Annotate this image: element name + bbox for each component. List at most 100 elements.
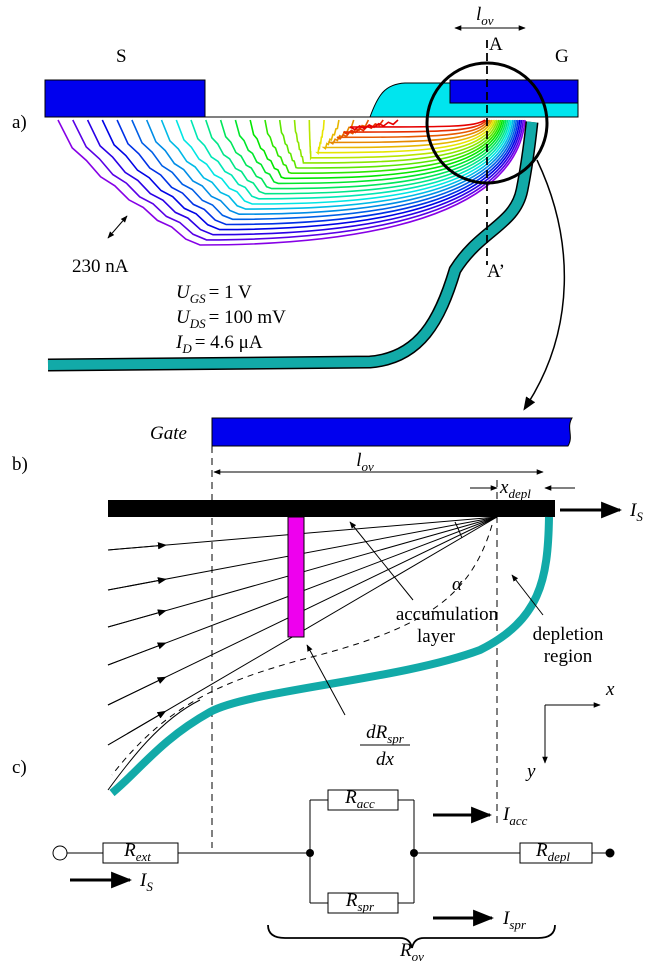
current-contour <box>315 119 495 155</box>
overlap-label: lov <box>356 450 374 474</box>
node <box>306 849 314 857</box>
symbol: I <box>502 804 511 825</box>
subscript: acc <box>509 813 527 828</box>
terminal <box>605 848 615 858</box>
current-contour <box>190 119 511 200</box>
symbol: R <box>345 890 358 911</box>
subscript: D <box>181 341 192 356</box>
current-contour <box>205 119 509 195</box>
brace <box>267 924 556 949</box>
step-arrow <box>107 215 128 239</box>
condition-value: = 100 mV <box>209 307 286 328</box>
condition: UGS = 1 V <box>176 282 252 306</box>
gate-contact <box>211 417 573 447</box>
symbol: I <box>139 870 148 891</box>
symbol: I <box>502 908 511 929</box>
current-contour <box>249 119 504 180</box>
resistor <box>327 789 399 811</box>
resistor-label: Rext <box>123 840 151 864</box>
annotation: region <box>544 646 593 667</box>
current-contour <box>57 119 526 246</box>
angle-arc <box>454 521 463 539</box>
symbol: U <box>176 307 191 328</box>
current-label: Ispr <box>502 908 527 932</box>
zoom-circle <box>425 61 549 185</box>
terminal <box>52 845 68 861</box>
source-current: IS <box>629 500 643 524</box>
subscript: S <box>636 509 643 524</box>
current-contour <box>72 119 525 241</box>
accumulation-boundary <box>111 524 493 776</box>
annotation-arrow <box>349 521 414 601</box>
panel-label: b) <box>12 454 28 475</box>
subscript: S <box>146 879 153 894</box>
depletion-width: xdepl <box>499 477 531 501</box>
resistor <box>519 842 593 864</box>
source-contact <box>44 79 206 118</box>
ray-arrow <box>107 542 167 551</box>
axis-y-label: y <box>525 761 536 782</box>
symbol: R <box>399 940 412 961</box>
source-plate <box>108 500 555 517</box>
condition: ID = 4.6 μA <box>175 332 263 356</box>
depletion-edge <box>109 516 553 797</box>
resistor-label: Rspr <box>345 890 375 914</box>
annotation: layer <box>417 626 456 647</box>
contour-step: 230 nA <box>72 256 129 277</box>
symbol: R <box>535 840 548 861</box>
subscript: ov <box>481 13 494 28</box>
annotation: depletion <box>533 624 604 645</box>
symbol: dR <box>366 722 388 743</box>
annotation-arrow <box>306 644 346 716</box>
ray-arrow <box>107 609 167 628</box>
subscript: spr <box>387 731 405 746</box>
current-contour <box>278 119 500 169</box>
symbol: x <box>499 477 509 498</box>
ray-arrow <box>107 710 167 746</box>
current-ray <box>107 699 201 791</box>
current-contour <box>86 119 523 236</box>
axis-x-label: x <box>605 679 615 700</box>
current-contour <box>264 119 502 175</box>
cut-start-label: A <box>489 34 503 55</box>
current-label: Iacc <box>502 804 528 828</box>
angle-label: α <box>452 574 463 595</box>
current-contour <box>101 119 521 231</box>
annotation: accumulation <box>396 604 499 625</box>
subscript: ext <box>136 849 152 864</box>
resistor <box>102 842 179 864</box>
fraction-num: dRspr <box>366 722 405 746</box>
gate-contact <box>449 79 579 104</box>
symbol: R <box>123 840 136 861</box>
accumulation-element <box>287 516 305 638</box>
ray-arrow <box>107 642 167 666</box>
subscript: depl <box>548 849 571 864</box>
depletion-edge <box>47 121 539 372</box>
condition-value: = 1 V <box>209 282 252 303</box>
resistor <box>327 892 399 914</box>
node <box>410 849 418 857</box>
zoom-arrow <box>523 159 566 411</box>
symbol: l <box>476 4 481 25</box>
current-label: IS <box>139 870 153 894</box>
annotation-arrow <box>511 574 544 616</box>
current-contour <box>219 119 507 190</box>
panel-label: c) <box>12 757 27 778</box>
subscript: spr <box>357 899 375 914</box>
subscript: ov <box>362 459 375 474</box>
resistor-label: Rdepl <box>535 840 570 864</box>
current-contour <box>321 119 493 150</box>
symbol: R <box>344 787 357 808</box>
current-contour <box>293 119 498 164</box>
gate-label: G <box>555 46 569 67</box>
subscript: acc <box>357 796 375 811</box>
symbol: U <box>176 282 191 303</box>
brace-label: Rov <box>399 940 424 962</box>
symbol: I <box>175 332 184 353</box>
overlap-label: lov <box>476 4 494 28</box>
subscript: DS <box>189 316 206 331</box>
depletion-edge <box>47 121 537 370</box>
source-label: S <box>116 46 127 67</box>
subscript: GS <box>190 291 206 306</box>
